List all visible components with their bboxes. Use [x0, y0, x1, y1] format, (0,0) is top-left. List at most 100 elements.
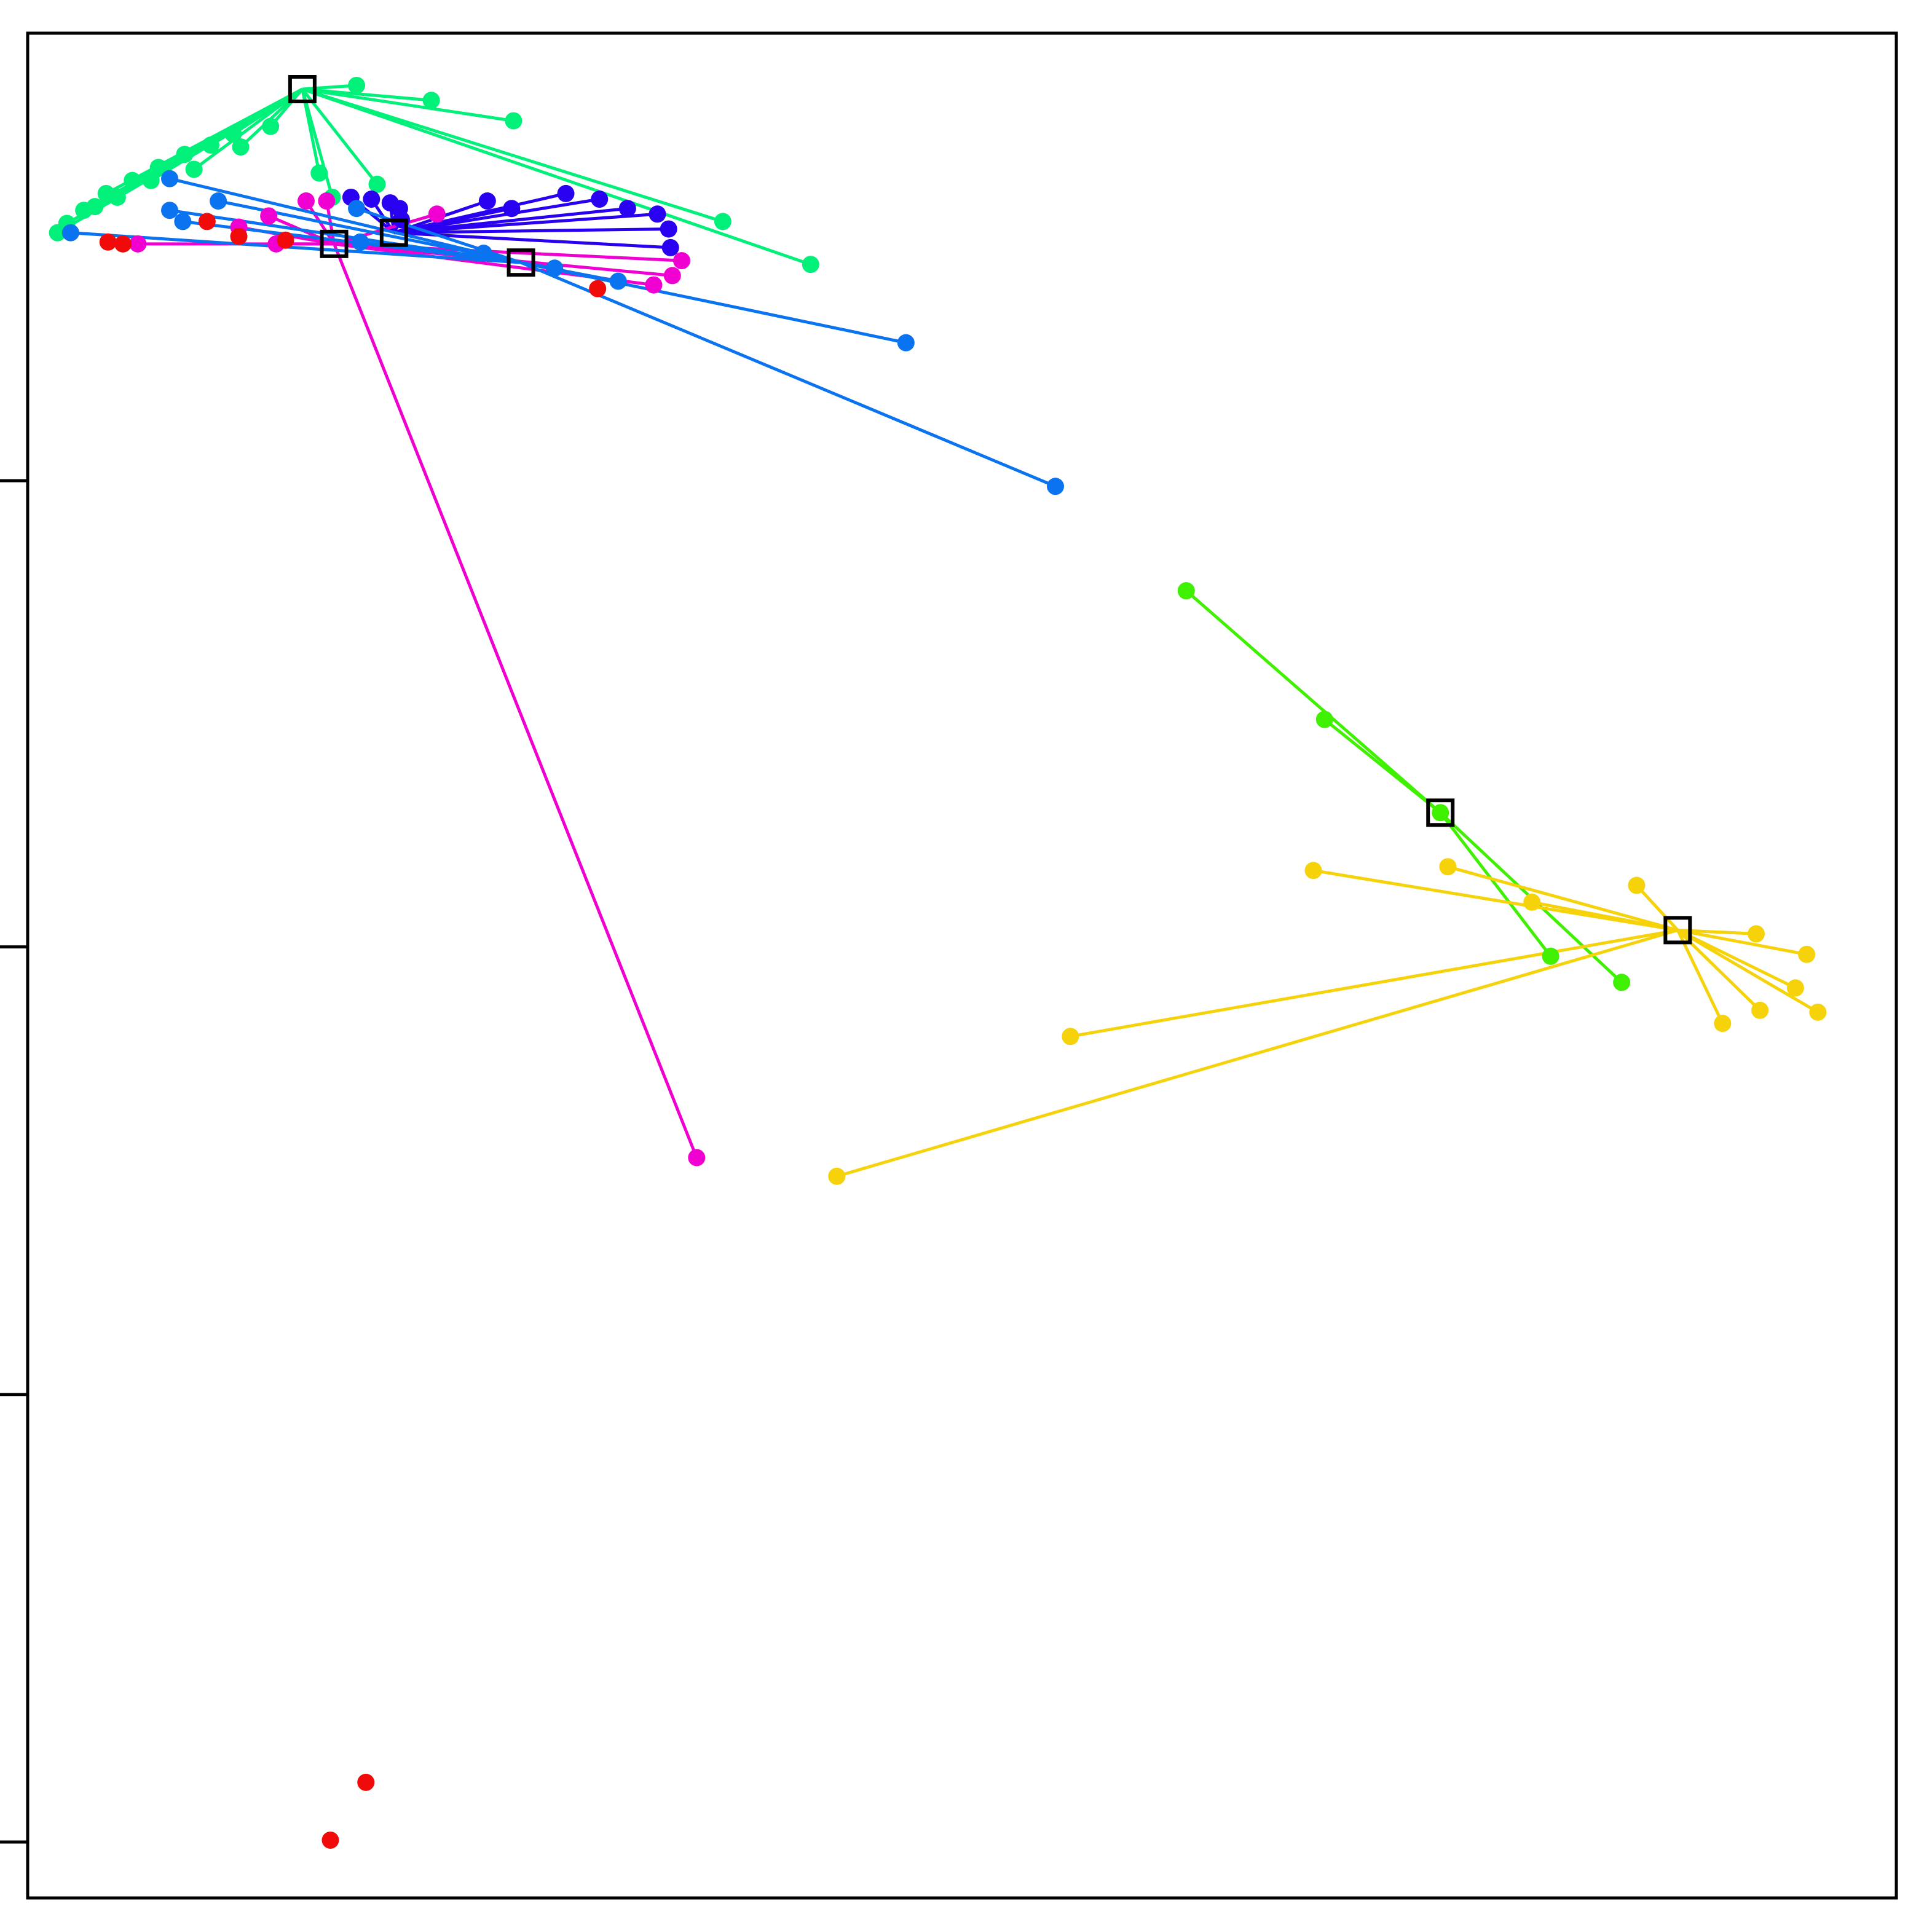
segment-3-5 [70, 231, 521, 264]
centroid-marker-3 [507, 248, 535, 277]
data-point-2-10 [688, 1149, 706, 1167]
segment-1-10 [393, 212, 658, 235]
segment-6-6 [1677, 929, 1796, 990]
points-layer [49, 76, 1827, 1849]
segment-0-16 [301, 88, 379, 186]
data-point-0-2 [505, 112, 522, 130]
segment-0-4 [302, 87, 724, 223]
data-point-3-6 [352, 233, 369, 251]
data-point-1-8 [591, 191, 609, 208]
data-point-5-4 [1613, 974, 1631, 991]
data-point-1-7 [557, 184, 575, 202]
data-point-1-9 [618, 200, 636, 218]
data-point-1-12 [661, 238, 679, 256]
segment-5-0 [1185, 589, 1441, 814]
data-point-4-7 [321, 1831, 339, 1849]
data-point-0-1 [422, 92, 440, 109]
segment-1-8 [393, 197, 600, 235]
segment-1-7 [393, 192, 567, 235]
data-point-5-2 [1432, 804, 1449, 822]
data-point-3-0 [161, 170, 179, 187]
data-point-3-7 [475, 245, 492, 262]
data-point-2-3 [260, 207, 278, 225]
data-point-0-0 [348, 76, 366, 94]
data-point-4-4 [277, 231, 294, 249]
data-point-0-22 [49, 224, 66, 242]
data-point-3-3 [174, 213, 192, 230]
segment-3-11 [520, 261, 1056, 488]
data-point-5-0 [1177, 582, 1195, 600]
data-point-2-7 [673, 252, 690, 270]
data-point-0-7 [224, 125, 242, 143]
data-point-2-1 [318, 192, 336, 210]
data-point-0-9 [176, 146, 194, 163]
segment-3-0 [169, 177, 522, 264]
data-point-5-3 [1542, 947, 1559, 965]
segment-0-2 [302, 87, 514, 123]
data-point-6-4 [1748, 925, 1765, 943]
data-point-2-2 [428, 205, 446, 223]
data-point-4-1 [114, 235, 132, 253]
segment-0-5 [302, 87, 811, 266]
centroids-layer [288, 75, 1692, 945]
segment-6-0 [1313, 868, 1678, 932]
data-point-4-0 [99, 233, 117, 251]
segment-3-4 [356, 207, 522, 264]
data-point-1-6 [503, 200, 521, 218]
segment-1-11 [393, 227, 669, 235]
data-point-1-5 [478, 192, 496, 210]
data-point-0-8 [202, 136, 219, 154]
data-point-3-11 [1047, 478, 1064, 495]
data-point-6-10 [1062, 1028, 1079, 1045]
data-point-6-8 [1751, 1001, 1769, 1019]
data-point-4-5 [589, 280, 607, 297]
plot-frame [26, 31, 1898, 1900]
data-point-6-9 [1714, 1015, 1732, 1033]
data-point-3-8 [546, 259, 564, 277]
data-point-0-5 [802, 256, 819, 274]
y-axis-ticks [0, 479, 28, 1844]
data-point-3-10 [897, 334, 915, 352]
data-point-0-18 [185, 160, 203, 178]
data-point-0-11 [124, 171, 141, 189]
data-point-0-17 [232, 138, 250, 156]
data-point-2-6 [129, 235, 147, 253]
data-point-0-6 [262, 117, 280, 135]
centroid-marker-5 [1426, 798, 1455, 827]
data-point-0-20 [108, 188, 126, 206]
segment-3-10 [521, 261, 907, 345]
data-point-3-5 [61, 224, 79, 242]
data-point-3-1 [210, 192, 227, 210]
data-point-3-9 [609, 272, 627, 290]
data-point-2-9 [645, 276, 663, 294]
segment-6-10 [1070, 928, 1678, 1038]
segment-2-10 [333, 243, 698, 1159]
data-point-0-4 [714, 213, 731, 230]
segment-6-9 [1676, 929, 1724, 1025]
data-point-1-11 [660, 220, 677, 238]
segment-5-3 [1439, 811, 1552, 958]
data-point-0-21 [86, 198, 104, 216]
data-point-6-1 [1439, 858, 1457, 876]
data-point-0-10 [149, 159, 167, 176]
segment-6-2 [1531, 900, 1678, 932]
data-point-2-8 [663, 267, 681, 285]
data-point-6-0 [1304, 862, 1322, 880]
data-point-6-11 [828, 1167, 846, 1185]
data-point-6-7 [1809, 1003, 1827, 1021]
data-point-6-2 [1523, 893, 1541, 911]
data-point-4-2 [198, 213, 216, 230]
segment-6-11 [836, 928, 1679, 1178]
segment-0-18 [193, 88, 304, 171]
centroid-marker-1 [379, 218, 408, 247]
segment-6-3 [1635, 884, 1679, 932]
centroid-marker-0 [288, 75, 317, 104]
data-point-6-5 [1798, 945, 1816, 963]
data-point-0-16 [368, 175, 386, 193]
segment-5-1 [1323, 718, 1441, 814]
data-point-4-6 [357, 1773, 375, 1791]
data-point-0-19 [142, 171, 160, 189]
data-point-6-3 [1628, 876, 1646, 894]
data-point-1-10 [649, 205, 666, 223]
